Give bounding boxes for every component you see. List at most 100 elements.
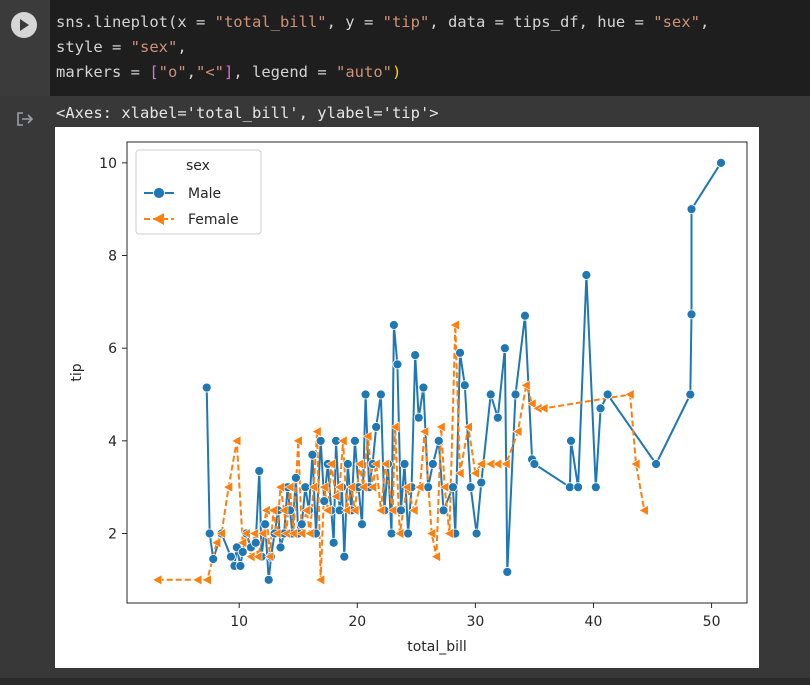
x-tick-label: 30 [466,614,484,630]
data-point-female [322,504,333,516]
data-point-female [638,504,649,516]
data-point-male [476,477,487,488]
data-point-male [566,435,576,446]
data-point-female [408,504,419,516]
code-token: , legend = [233,63,337,81]
data-point-female [526,398,537,410]
data-point-male [388,320,399,330]
code-token: , [186,63,197,81]
code-token: "sex" [130,38,178,56]
data-point-male [315,435,326,446]
data-point-male [399,459,410,469]
data-point-female [418,426,429,438]
data-point-male [459,380,470,391]
data-point-male [263,574,274,585]
data-point-male [226,551,236,562]
data-point-female [414,481,425,493]
data-point-male [492,412,503,423]
code-line-3: markers = ["o","<"], legend = "auto") [56,60,401,84]
code-token: , [699,13,710,31]
data-point-female [362,430,373,442]
data-point-male [433,435,444,446]
data-point-male [342,459,353,469]
data-point-male [686,309,697,320]
data-point-female [211,537,222,549]
data-point-male [418,382,429,393]
data-point-male [371,422,382,432]
x-tick-label: 10 [230,614,248,630]
data-point-male [360,389,371,400]
data-point-male [319,496,330,506]
data-point-male [296,519,307,530]
legend-label-female: Female [188,212,239,228]
code-token: "<" [196,63,225,81]
code-line-1: sns.lineplot(x = "total_bill", y = "tip"… [56,10,709,34]
legend-label-male: Male [188,186,221,202]
data-point-male [339,551,350,562]
data-point-female [192,574,203,586]
data-point-male [423,482,434,493]
code-token: "sex" [653,13,700,31]
data-point-female [387,504,398,516]
data-point-female [300,504,311,516]
data-point-female [500,458,511,470]
data-point-female [278,504,289,516]
data-point-female [222,481,233,493]
data-point-male [448,482,458,493]
data-point-male [686,204,697,215]
data-point-male [685,389,696,400]
code-line-2: style = "sex", [56,35,187,59]
data-point-male [410,350,421,361]
data-point-female [380,458,390,470]
data-point-male [413,412,424,423]
data-point-female [318,481,329,493]
code-token: "auto" [336,63,393,81]
code-token: , [177,38,187,56]
code-token: markers = [56,63,150,81]
data-point-female [624,388,635,401]
run-cell-button[interactable] [11,12,37,38]
data-point-female [430,551,441,563]
data-point-male [455,347,465,358]
data-point-male [465,482,476,493]
data-point-female [394,527,405,540]
data-point-female [325,458,336,470]
code-token: "total_bill" [214,13,327,31]
code-token: "o" [158,63,187,81]
code-token: ) [392,63,402,81]
data-point-female [264,551,275,563]
y-tick-label: 6 [108,341,117,357]
legend-marker-female [153,213,164,225]
bottom-scrollbar[interactable] [0,678,810,685]
code-editor[interactable]: sns.lineplot(x = "total_bill", y = "tip"… [50,0,810,96]
data-point-female [215,527,226,540]
data-point-female [315,574,325,586]
data-point-male [471,528,482,539]
data-point-male [529,459,540,469]
output-redirect-icon[interactable] [15,110,35,132]
data-point-female [231,435,242,447]
data-point-female [426,527,436,540]
data-point-male [275,542,286,553]
data-point-female [304,527,315,540]
plot-frame [126,141,748,604]
code-token: style = [56,38,131,56]
y-tick-label: 8 [108,249,117,265]
data-point-male [235,561,246,571]
data-point-male [260,519,271,530]
data-point-male [716,157,726,168]
data-point-female [435,421,446,433]
data-point-female [333,481,344,493]
data-point-female [257,527,268,540]
data-point-female [389,421,400,433]
data-point-female [311,426,322,438]
data-point-male [392,359,403,370]
x-tick-label: 20 [348,614,366,630]
data-point-female [345,481,356,493]
data-point-female [462,421,473,433]
data-point-female [630,458,641,470]
code-token: , data = tips_df, hue = [429,13,654,31]
code-token: "tip" [382,13,430,31]
y-axis-label: tip [69,363,85,381]
data-point-female [443,527,454,540]
